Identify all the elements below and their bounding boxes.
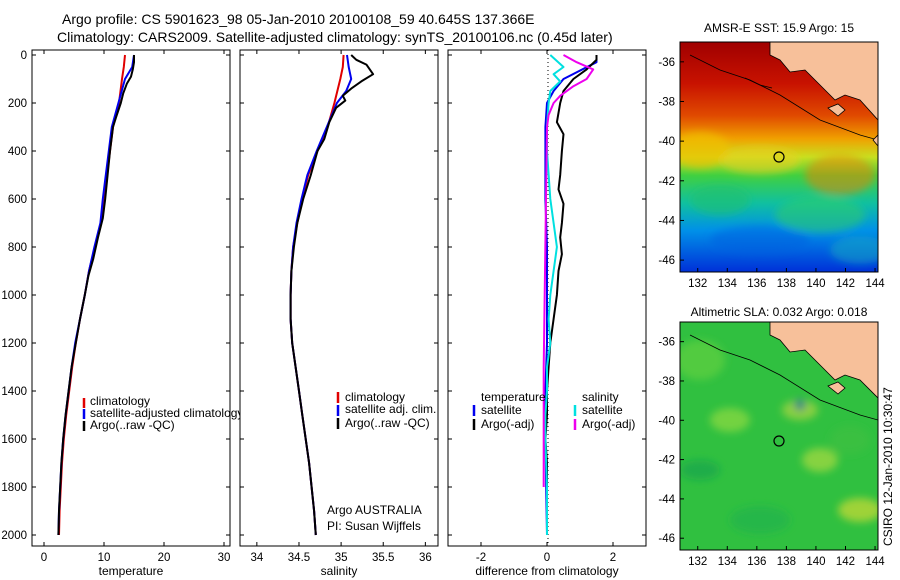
x-tick-label: 30: [218, 552, 231, 564]
legend-heading-salinity: salinity: [582, 390, 619, 404]
series-line-argo-raw-qc-: [289, 54, 375, 536]
y-tick-label: 0: [21, 50, 27, 62]
legend-label-argo: Argo(..raw -QC): [90, 418, 175, 432]
x-tick-label: 34: [250, 552, 263, 564]
legend-label-temp-satellite: satellite: [481, 403, 522, 417]
map-x-tick-label: 134: [718, 278, 738, 290]
series-line-salinity-argo-adj-: [542, 54, 595, 487]
figure-title-line1: Argo profile: CS 5901623_98 05-Jan-2010 …: [62, 11, 535, 27]
x-tick-label: 34.5: [288, 552, 310, 564]
map-x-tick-label: 144: [865, 556, 885, 568]
sst-map-title: AMSR-E SST: 15.9 Argo: 15: [704, 21, 854, 35]
map-x-tick-label: 132: [688, 556, 707, 568]
map-x-tick-label: 132: [688, 278, 707, 290]
x-tick-label: 10: [98, 552, 111, 564]
sst-argo-marker: [773, 151, 785, 163]
x-tick-label: 0: [41, 552, 47, 564]
y-tick-label: 600: [8, 194, 27, 206]
y-tick-label: 1000: [1, 290, 27, 302]
sst-map-panel: AMSR-E SST: 15.9 Argo: 15 132 134 136 138 14…: [658, 21, 885, 290]
y-tick-label: 1600: [1, 434, 27, 446]
map-x-tick-label: 140: [806, 278, 825, 290]
series-line-argo-raw-qc-: [57, 55, 135, 536]
sst-map-image: [680, 42, 878, 272]
map-x-tick-label: 134: [718, 556, 738, 568]
salinity-panel: 34 34.5 35 35.5 36 salinity climatology sate…: [239, 49, 439, 578]
sla-argo-marker: [773, 435, 785, 447]
map-x-tick-label: 144: [865, 278, 885, 290]
x-tick-label: 0: [544, 552, 550, 564]
map-y-tick-label: -46: [658, 533, 675, 545]
y-tick-label: 1400: [1, 386, 27, 398]
salinity-annotation-line1: Argo AUSTRALIA: [327, 503, 422, 517]
temperature-panel: 0 10 20 30 0 200 400 600 800 1000 1200 1400 1600 1800…: [1, 49, 243, 578]
legend-label-sal-satellite: satellite: [582, 403, 623, 417]
difference-legend: temperature satellite Argo(-adj) salinit…: [472, 390, 635, 431]
map-y-tick-label: -42: [658, 176, 675, 188]
map-y-tick-label: -46: [658, 255, 675, 267]
legend-label-satellite: satellite-adjusted climatology: [90, 406, 243, 420]
legend-label-temp-argo: Argo(-adj): [481, 417, 534, 431]
map-x-tick-label: 140: [806, 556, 825, 568]
sla-map-title: Altimetric SLA: 0.032 Argo: 0.018: [691, 305, 868, 319]
map-y-tick-label: -38: [658, 96, 675, 108]
y-tick-label: 800: [8, 242, 27, 254]
legend-label-argo: Argo(..raw -QC): [345, 416, 430, 430]
difference-xlabel: difference from climatology: [475, 564, 618, 578]
timestamp-side-label: CSIRO 12-Jan-2010 10:30:47: [881, 387, 895, 546]
y-tick-label: 1200: [1, 338, 27, 350]
map-x-tick-label: 142: [836, 278, 855, 290]
salinity-axes-box: [239, 49, 439, 547]
salinity-annotation-line2: PI: Susan Wijffels: [327, 519, 421, 533]
y-tick-label: 1800: [1, 482, 27, 494]
map-x-tick-label: 142: [836, 556, 855, 568]
x-tick-label: 36: [419, 552, 432, 564]
figure-title-line2: Climatology: CARS2009. Satellite-adjuste…: [57, 29, 613, 45]
map-y-tick-label: -36: [658, 337, 675, 349]
map-x-tick-label: 136: [747, 278, 766, 290]
y-tick-label: 200: [8, 98, 27, 110]
temperature-legend: climatology satellite-adjusted climatolo…: [82, 394, 243, 432]
x-tick-label: 20: [158, 552, 171, 564]
map-x-tick-label: 136: [747, 556, 766, 568]
salinity-xlabel: salinity: [321, 564, 358, 578]
map-y-tick-label: -44: [658, 215, 675, 227]
map-y-tick-label: -40: [658, 415, 675, 427]
legend-heading-temperature: temperature: [481, 390, 546, 404]
series-line-salinity-satellite: [544, 54, 565, 535]
sst-map-frame: [679, 41, 879, 273]
legend-label-climatology: climatology: [90, 394, 150, 408]
legend-label-sal-argo: Argo(-adj): [582, 417, 635, 431]
map-y-tick-label: -42: [658, 455, 675, 467]
temperature-xlabel: temperature: [99, 564, 164, 578]
map-y-tick-label: -36: [658, 57, 675, 69]
x-tick-label: 35: [335, 552, 348, 564]
map-x-tick-label: 138: [777, 278, 796, 290]
legend-label-satellite: satellite adj. clim.: [345, 402, 436, 416]
sla-map-panel: Altimetric SLA: 0.032 Argo: 0.018 132 134…: [658, 305, 885, 568]
sla-map-frame: [679, 321, 879, 551]
legend-label-climatology: climatology: [345, 390, 405, 404]
x-tick-label: 35.5: [372, 552, 394, 564]
map-x-tick-label: 138: [777, 556, 796, 568]
x-tick-label: -2: [476, 552, 486, 564]
y-tick-label: 400: [8, 146, 27, 158]
series-line-temperature-satellite: [544, 55, 598, 536]
difference-panel: -2 0 2 difference from climatology tempera…: [447, 49, 647, 578]
y-tick-label: 2000: [1, 530, 27, 542]
salinity-legend: climatology satellite adj. clim. Argo(..…: [336, 390, 436, 430]
map-y-tick-label: -44: [658, 494, 675, 506]
map-y-tick-label: -40: [658, 136, 675, 148]
temperature-axes-box: [31, 49, 231, 547]
x-tick-label: 2: [610, 552, 616, 564]
map-y-tick-label: -38: [658, 376, 675, 388]
